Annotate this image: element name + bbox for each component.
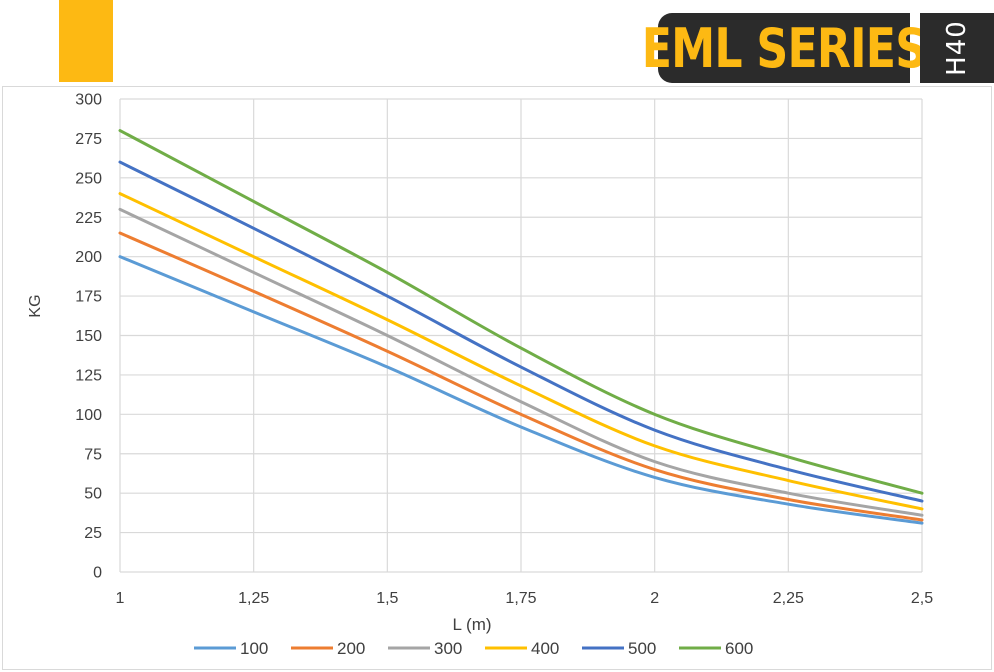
- y-tick-label: 175: [75, 289, 102, 306]
- series-line-100: [118, 255, 924, 525]
- y-tick-label: 250: [75, 170, 102, 187]
- x-tick-label: 1: [116, 590, 125, 607]
- chart-legend: 100 200 300 400 500 600: [194, 639, 753, 658]
- chart-frame: [2, 86, 992, 670]
- y-tick-label: 125: [75, 367, 102, 384]
- series-line-600: [118, 129, 924, 495]
- series-line-500: [118, 160, 924, 503]
- x-tick-label: 2,5: [911, 590, 933, 607]
- x-tick-label: 2: [650, 590, 659, 607]
- y-tick-label: 75: [84, 446, 102, 463]
- series-line-200: [118, 231, 924, 522]
- model-badge: H40: [920, 13, 994, 83]
- y-tick-label: 300: [75, 92, 102, 109]
- series-badge: EML SERIES: [641, 13, 927, 83]
- x-axis-label: L (m): [452, 615, 491, 634]
- legend-label-600: 600: [725, 639, 753, 658]
- y-tick-label: 100: [75, 407, 102, 424]
- series-line-400: [118, 192, 924, 511]
- x-tick-label: 1,75: [505, 590, 536, 607]
- y-tick-label: 275: [75, 131, 102, 148]
- legend-label-100: 100: [240, 639, 268, 658]
- y-axis-ticks: 0 25 50 75 100 125 150 175 200 225 250 275 300: [75, 92, 102, 582]
- x-tick-label: 1,5: [376, 590, 398, 607]
- y-tick-label: 225: [75, 210, 102, 227]
- brand-accent-block: [59, 0, 113, 82]
- x-tick-label: 2,25: [773, 590, 804, 607]
- y-axis-label: KG: [27, 294, 44, 317]
- y-tick-label: 150: [75, 328, 102, 345]
- legend-label-400: 400: [531, 639, 559, 658]
- y-tick-label: 200: [75, 249, 102, 266]
- series-line-300: [118, 207, 924, 517]
- x-axis-ticks: 1 1,25 1,5 1,75 2 2,25 2,5: [116, 590, 934, 607]
- series-title: EML SERIES: [641, 16, 927, 80]
- x-tick-label: 1,25: [238, 590, 269, 607]
- legend-label-200: 200: [337, 639, 365, 658]
- y-tick-label: 50: [84, 486, 102, 503]
- legend-label-300: 300: [434, 639, 462, 658]
- legend-label-500: 500: [628, 639, 656, 658]
- y-tick-label: 25: [84, 525, 102, 542]
- y-tick-label: 0: [93, 565, 102, 582]
- series-lines: [118, 129, 924, 525]
